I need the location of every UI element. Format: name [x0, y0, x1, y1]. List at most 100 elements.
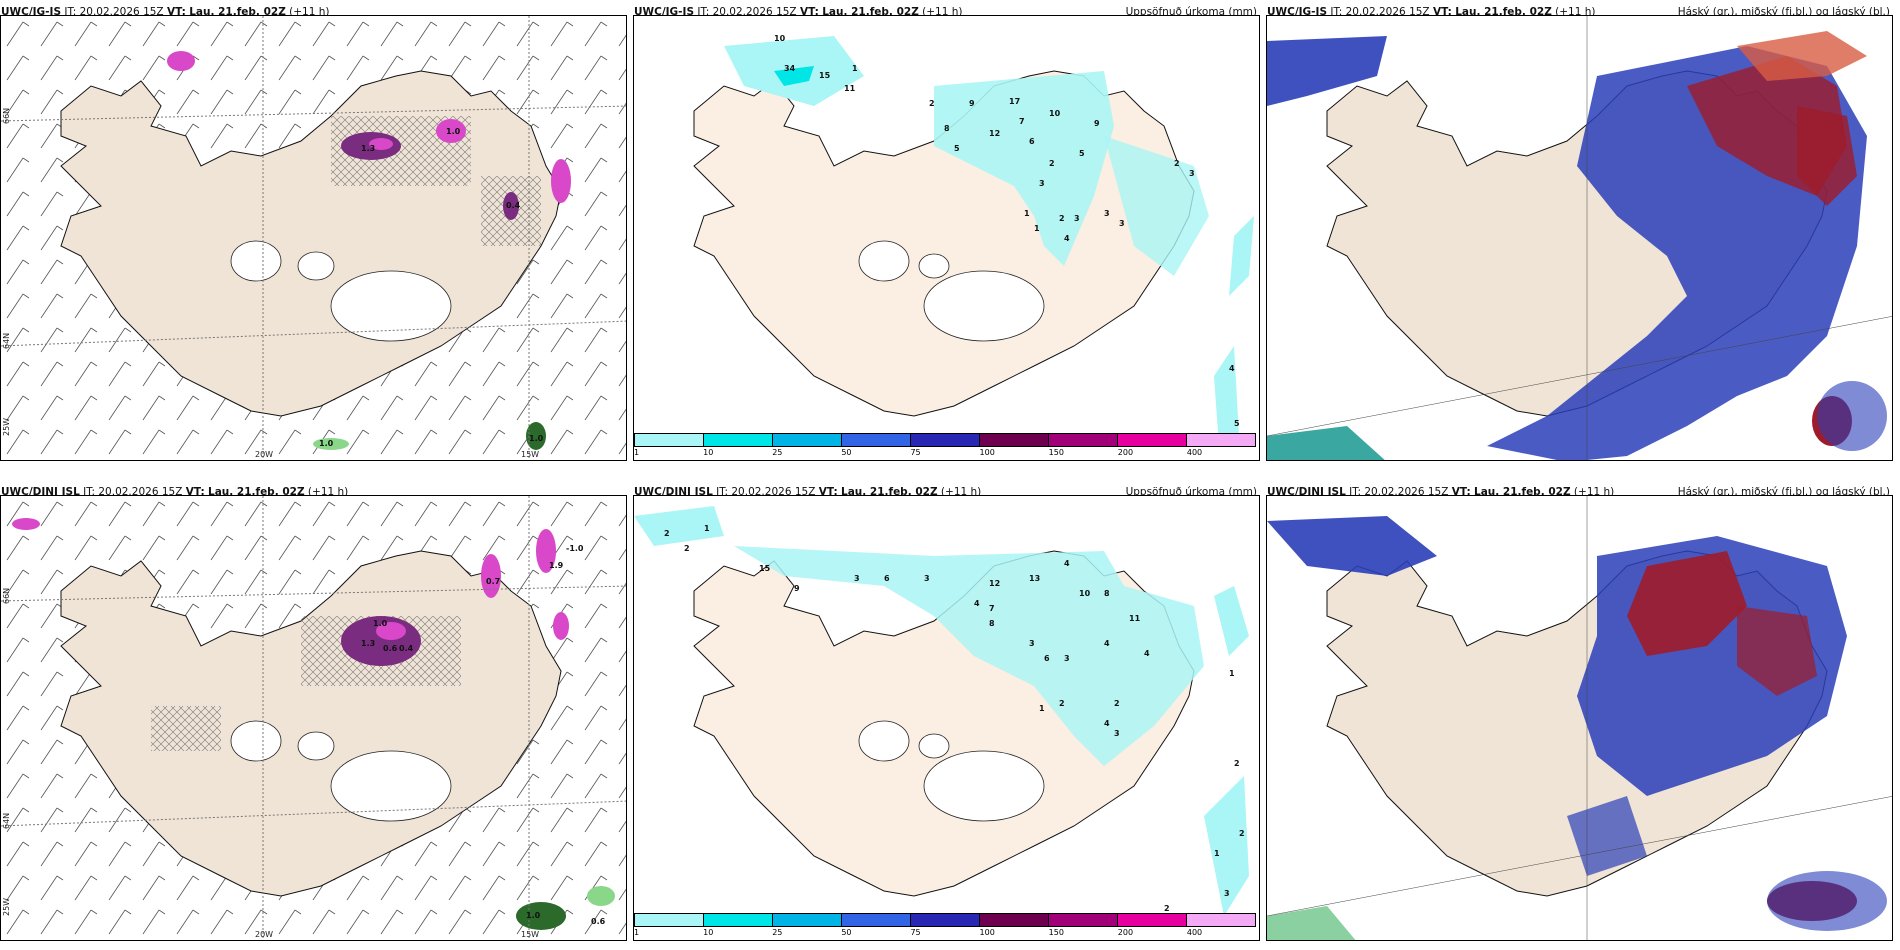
precip-value: 5 — [954, 144, 960, 153]
colorbar-swatch — [635, 434, 704, 446]
wind-value-label: 0.4 — [506, 201, 521, 210]
precip-value: 1 — [852, 64, 858, 73]
precip-value: 3 — [1074, 214, 1080, 223]
precip-value: 7 — [989, 604, 995, 613]
colorbar-swatch — [1118, 914, 1187, 926]
precip-value: 2 — [1059, 214, 1065, 223]
precip-value: 9 — [969, 99, 975, 108]
wind-value-label: 0.7 — [486, 577, 500, 586]
precip-value: 9 — [1094, 119, 1100, 128]
precip-value: 12 — [989, 129, 1000, 138]
precip-value: 15 — [759, 564, 771, 573]
precip-value: 4 — [974, 599, 980, 608]
wind-map: 66N 64N 25W 20W 15W 1.3 1.0 1.0 0.4 1.0 — [0, 15, 627, 461]
precip-value: 12 — [989, 579, 1000, 588]
wind-value-label: 1.0 — [529, 434, 544, 443]
lon-label-20w: 20W — [255, 450, 273, 459]
wind-value-label: -1.0 — [566, 544, 584, 553]
precip-value: 3 — [1224, 889, 1230, 898]
precip-value: 15 — [819, 71, 831, 80]
colorbar-tick-label: 150 — [1048, 928, 1064, 937]
precip-value: 9 — [794, 584, 800, 593]
colorbar-tick-label: 25 — [772, 928, 783, 937]
precip-value: 6 — [884, 574, 890, 583]
colorbar-tick-label: 75 — [910, 928, 921, 937]
precip-value: 2 — [1049, 159, 1055, 168]
wind-value-label: 0.4 — [399, 644, 414, 653]
precip-value: 11 — [844, 84, 856, 93]
colorbar-swatch — [1118, 434, 1187, 446]
precip-value: 13 — [1029, 574, 1040, 583]
colorbar-ticks: 1 10 25 50 75 100 150 200 400 — [634, 928, 1256, 938]
panel-wind-bottom: UWC/DINI ISL IT: 20.02.2026 15Z VT: Lau.… — [0, 480, 627, 950]
precip-value: 2 — [1114, 699, 1120, 708]
colorbar-tick-label: 50 — [841, 448, 852, 457]
precip-value: 4 — [1144, 649, 1150, 658]
precip-value: 17 — [1009, 97, 1020, 106]
colorbar-tick-label: 10 — [703, 928, 714, 937]
precip-value: 2 — [664, 529, 670, 538]
colorbar-swatch — [1049, 914, 1118, 926]
precip-value: 2 — [929, 99, 935, 108]
precip-value: 3 — [1119, 219, 1125, 228]
precip-value: 8 — [989, 619, 995, 628]
colorbar-tick-label: 1 — [634, 448, 640, 457]
precip-value: 34 — [784, 64, 796, 73]
colorbar-swatch — [773, 434, 842, 446]
precip-value: 3 — [1029, 639, 1035, 648]
colorbar-tick-label: 150 — [1048, 448, 1064, 457]
precip-map: 10 34 15 11 1 2 8 5 9 17 10 12 7 6 9 2 3… — [633, 15, 1260, 461]
precip-value: 6 — [1029, 137, 1035, 146]
precip-value: 1 — [1229, 669, 1235, 678]
precip-colorbar — [634, 913, 1256, 927]
precip-value: 4 — [1064, 234, 1070, 243]
precip-value: 3 — [1189, 169, 1195, 178]
wind-value-label: 1.3 — [361, 639, 375, 648]
precip-value: 1 — [1039, 704, 1045, 713]
panel-precip-bottom: UWC/DINI ISL IT: 20.02.2026 15Z VT: Lau.… — [633, 480, 1260, 950]
precip-value: 2 — [1059, 699, 1065, 708]
wind-value-label: 1.9 — [549, 561, 564, 570]
colorbar-tick-label: 100 — [979, 448, 995, 457]
colorbar-tick-label: 400 — [1186, 928, 1203, 937]
panel-precip-top: UWC/IG-IS IT: 20.02.2026 15Z VT: Lau. 21… — [633, 0, 1260, 470]
colorbar-ticks: 1 10 25 50 75 100 150 200 400 — [634, 448, 1256, 458]
colorbar-swatch — [635, 914, 704, 926]
lat-label-66: 66N — [2, 588, 11, 604]
precip-value: 4 — [1104, 639, 1110, 648]
precip-value: 10 — [1049, 109, 1061, 118]
precip-value: 1 — [1034, 224, 1040, 233]
panel-cloud-bottom: UWC/DINI ISL IT: 20.02.2026 15Z VT: Lau.… — [1266, 480, 1893, 950]
precip-value: 2 — [1234, 759, 1240, 768]
wind-value-label: 1.0 — [319, 439, 334, 448]
precip-value: 6 — [1044, 654, 1050, 663]
colorbar-tick-label: 1 — [634, 928, 640, 937]
colorbar-swatch — [1049, 434, 1118, 446]
precip-value: 4 — [1064, 559, 1070, 568]
wind-value-label: 1.3 — [361, 144, 375, 153]
cloud-map — [1266, 495, 1893, 941]
colorbar-swatch — [980, 434, 1049, 446]
colorbar-tick-label: 50 — [841, 928, 852, 937]
colorbar-swatch — [911, 914, 980, 926]
wind-value-label: 1.0 — [373, 619, 388, 628]
precip-value: 8 — [1104, 589, 1110, 598]
colorbar-tick-label: 25 — [772, 448, 783, 457]
lon-label-20w: 20W — [255, 930, 273, 939]
precip-value: 1 — [1214, 849, 1220, 858]
precip-colorbar — [634, 433, 1256, 447]
lon-label-15w: 15W — [521, 450, 539, 459]
panel-wind-top: UWC/IG-IS IT: 20.02.2026 15Z VT: Lau. 21… — [0, 0, 627, 470]
colorbar-swatch — [704, 434, 773, 446]
colorbar-swatch — [1187, 914, 1255, 926]
lat-label-64: 64N — [2, 813, 11, 829]
colorbar-swatch — [911, 434, 980, 446]
precip-map: 2 1 2 15 9 3 6 3 12 13 4 10 8 7 8 4 3 6 … — [633, 495, 1260, 941]
precip-value: 1 — [1024, 209, 1030, 218]
precip-value: 3 — [924, 574, 930, 583]
precip-value: 2 — [684, 544, 690, 553]
wind-value-label: 1.0 — [446, 127, 461, 136]
precip-value: 2 — [1239, 829, 1245, 838]
cloud-map — [1266, 15, 1893, 461]
wind-map: 66N 64N 25W 20W 15W 1.0 1.3 0.6 0.4 0.7 … — [0, 495, 627, 941]
